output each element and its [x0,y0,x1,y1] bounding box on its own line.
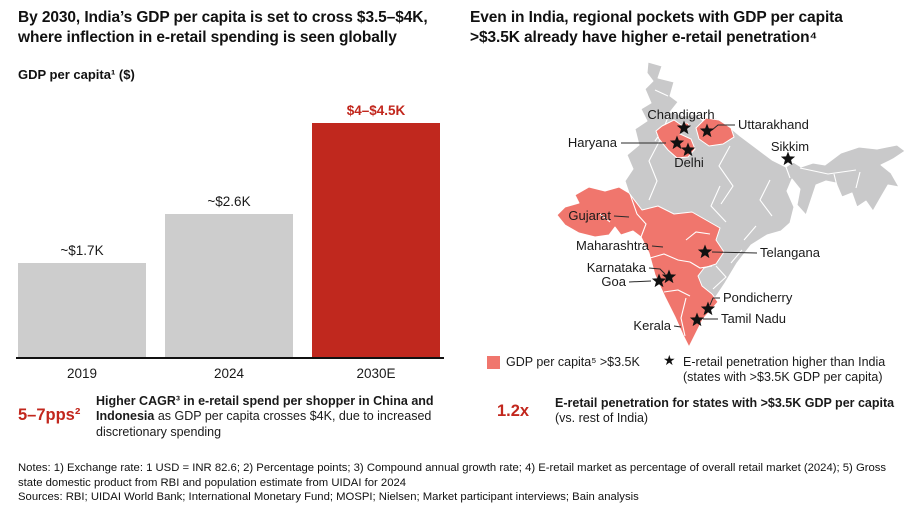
legend-star-label: E-retail penetration higher than India (… [683,355,914,385]
x-axis-line [16,357,444,360]
right-callout-normal: (vs. rest of India) [555,411,649,426]
leader-karnataka [648,267,666,275]
bar-category-label-2030E: 2030E [356,366,396,381]
leader-uttarakhand [711,124,735,131]
sources-text: Sources: RBI; UIDAI World Bank; Internat… [18,491,639,504]
star-icon-legend: ★ [663,352,676,368]
map-label-karnataka: Karnataka [587,260,647,275]
map-label-chandigarh: Chandigarh [647,107,714,122]
right-title-line-1: Even in India, regional pockets with GDP… [470,9,843,26]
legend-star-label-line-2: (states with >$3.5K GDP per capita) [683,370,883,384]
map-label-delhi: Delhi [674,155,704,170]
bar-2024 [165,214,293,357]
bar-category-label-2019: 2019 [66,366,98,381]
state-borders-salmon [599,193,713,337]
left-title-line-1: By 2030, India’s GDP per capita is set t… [18,9,428,26]
high-gdp-states-region [556,186,725,348]
bar-2019 [18,263,146,357]
right-panel-title: Even in India, regional pockets with GDP… [470,8,910,49]
footer-notes: Notes: 1) Exchange rate: 1 USD = INR 82.… [18,461,906,505]
map-label-kerala: Kerala [633,318,671,333]
map-label-telangana: Telangana [760,245,821,260]
left-title-line-2: where inflection in e-retail spending is… [18,29,397,47]
left-callout-stat: 5–7pps² [18,406,81,424]
chart-axis-title: GDP per capita¹ ($) [18,67,135,82]
left-panel-title: By 2030, India’s GDP per capita is set t… [18,8,468,49]
india-map: Chandigarh Uttarakhand Haryana Delhi Sik… [556,61,906,348]
leader-telangana [711,251,758,254]
right-callout-bold: E-retail penetration for states with >$3… [555,396,895,410]
leader-maharashtra [651,245,664,248]
left-callout-bold: Higher CAGR³ in e-retail spend per shopp… [96,394,434,424]
map-label-pondicherry: Pondicherry [723,290,793,305]
map-label-uttarakhand: Uttarakhand [738,117,809,132]
legend-star-label-line-1: E-retail penetration higher than India [683,355,886,369]
right-callout-text: E-retail penetration for states with >$3… [555,396,900,427]
leader-goa [628,280,652,283]
bar-value-label-2019: ~$1.7K [60,243,104,258]
legend-swatch-high-gdp [487,356,500,369]
bar-chart-plot: ~$1.7K 2019 ~$2.6K 2024 $4–$4.5K 2030E [16,95,444,385]
leader-pondicherry [709,297,720,306]
map-label-sikkim: Sikkim [771,139,809,154]
right-callout-stat: 1.2x [497,402,530,420]
left-callout-text: Higher CAGR³ in e-retail spend per shopp… [96,394,448,440]
bar-category-label-2024: 2024 [213,366,245,381]
map-label-goa: Goa [601,274,626,289]
right-title-line-2: >$3.5K already have higher e-retail pene… [470,29,818,47]
left-callout-normal: as GDP per capita crosses $4K, due to in… [96,409,432,439]
bar-2030E [312,123,440,357]
map-label-tamil-nadu: Tamil Nadu [721,311,786,326]
map-label-gujarat: Gujarat [568,208,611,223]
leader-gujarat [613,215,630,218]
leader-kerala [673,325,682,328]
map-label-haryana: Haryana [568,135,618,150]
map-label-maharashtra: Maharashtra [576,238,650,253]
bar-value-label-2024: ~$2.6K [207,194,251,209]
legend-swatch-label: GDP per capita⁵ >$3.5K [506,355,640,369]
notes-text: Notes: 1) Exchange rate: 1 USD = INR 82.… [18,462,887,489]
bar-value-label-2030E: $4–$4.5K [346,103,406,118]
